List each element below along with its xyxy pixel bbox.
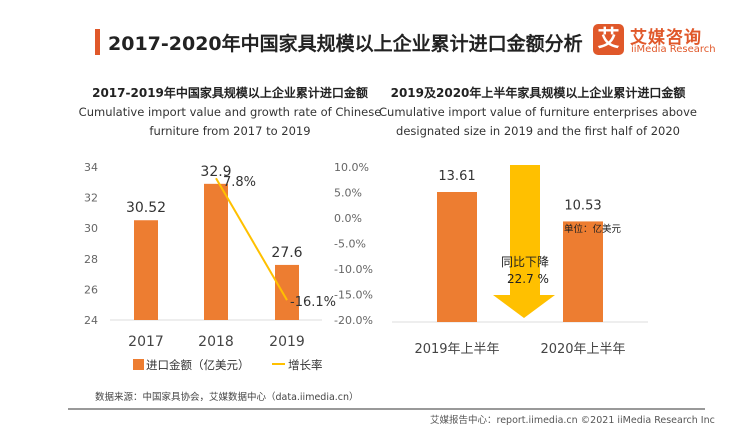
bar-label: 27.6 xyxy=(271,245,302,261)
left-chart-subtitle-2: furniture from 2017 to 2019 xyxy=(149,124,311,138)
legend-bar-swatch xyxy=(133,359,144,370)
decline-arrow-icon xyxy=(493,165,555,318)
x-tick: 2017 xyxy=(128,334,164,350)
right-y-tick: -10.0% xyxy=(334,263,373,276)
bar-2018 xyxy=(204,183,228,320)
legend-line-label: 增长率 xyxy=(288,358,323,372)
page-title: 2017-2020年中国家具规模以上企业累计进口金额分析 xyxy=(108,33,583,55)
x-tick: 2019 xyxy=(269,334,305,350)
right-y-tick: 5.0% xyxy=(334,187,362,200)
right-y-tick: -15.0% xyxy=(334,289,373,302)
left-y-tick: 32 xyxy=(84,192,98,205)
annotation-line-1: 同比下降 xyxy=(501,255,549,269)
title-accent-bar xyxy=(95,29,100,55)
growth-rate-line xyxy=(215,177,288,301)
logo-text-en: iiMedia Research xyxy=(631,44,716,55)
bar-label: 10.53 xyxy=(564,198,601,213)
logo-icon: 艾 xyxy=(593,24,624,55)
legend-bar-label: 进口金额（亿美元） xyxy=(146,358,250,372)
bar-2017 xyxy=(134,220,158,320)
x-tick: 2019年上半年 xyxy=(414,342,499,357)
right-y-tick: 0.0% xyxy=(334,212,362,225)
bar-label: 30.52 xyxy=(126,200,166,216)
bar-label: 32.9 xyxy=(200,164,231,180)
right-chart-title: 2019及2020年上半年家具规模以上企业累计进口金额 xyxy=(390,86,686,100)
left-y-tick: 28 xyxy=(84,253,98,266)
data-source: 数据来源：中国家具协会，艾媒数据中心（data.iimedia.cn） xyxy=(95,392,359,403)
bar-2020年上半年 xyxy=(563,221,603,322)
footer-copyright: 艾媒报告中心：report.iimedia.cn ©2021 iiMedia R… xyxy=(430,415,715,426)
right-chart-subtitle-1: Cumulative import value of furniture ent… xyxy=(379,105,697,119)
right-y-tick: -20.0% xyxy=(334,314,373,327)
left-chart-subtitle-1: Cumulative import value and growth rate … xyxy=(78,105,382,119)
footer-divider xyxy=(68,408,705,410)
bar-label: 13.61 xyxy=(438,169,475,184)
growth-label: 7.8% xyxy=(223,175,256,190)
left-y-tick: 30 xyxy=(84,222,98,235)
bar-2019 xyxy=(275,264,299,320)
logo-text-cn: 艾媒咨询 xyxy=(630,28,702,48)
left-chart-title: 2017-2019年中国家具规模以上企业累计进口金额 xyxy=(92,86,368,100)
growth-label: -16.1% xyxy=(290,295,336,310)
left-y-tick: 24 xyxy=(84,314,98,327)
right-chart-subtitle-2: designated size in 2019 and the first ha… xyxy=(396,124,680,138)
annotation-line-2: 22.7 % xyxy=(507,272,549,286)
left-y-tick: 34 xyxy=(84,161,98,174)
x-tick: 2020年上半年 xyxy=(540,342,625,357)
left-y-tick: 26 xyxy=(84,283,98,296)
x-tick: 2018 xyxy=(198,334,234,350)
bar-2019年上半年 xyxy=(437,192,477,322)
unit-label: 单位：亿美元 xyxy=(564,223,622,235)
right-y-tick: -5.0% xyxy=(334,238,366,251)
right-y-tick: 10.0% xyxy=(334,161,369,174)
